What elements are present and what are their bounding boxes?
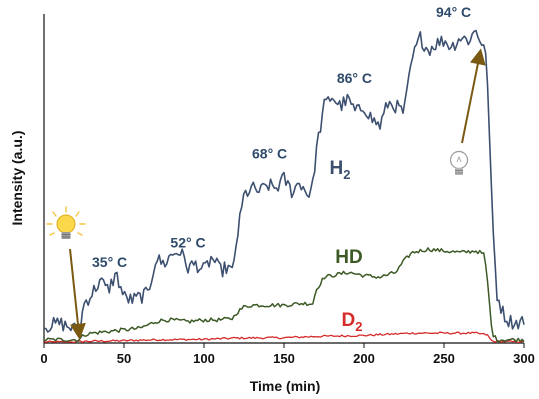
temperature-label: 86° C — [337, 70, 372, 86]
series-label-main: D — [342, 310, 356, 331]
lightbulb-off-icon — [449, 150, 469, 175]
x-tick-label: 0 — [40, 351, 47, 366]
x-tick-label: 250 — [433, 351, 455, 366]
series-line-hd — [43, 247, 525, 343]
x-tick-label: 150 — [273, 351, 295, 366]
temperature-label: 68° C — [252, 145, 287, 161]
plot-area: 0 50 100 150 200 250 300 — [40, 14, 535, 366]
series-label-subscript: 2 — [343, 167, 350, 182]
series-label-hd: HD — [335, 247, 362, 268]
x-tick-label: 300 — [513, 351, 535, 366]
x-axis-title: Time (min) — [250, 378, 321, 394]
series-label-d2: D2 — [342, 310, 363, 334]
y-axis-title: Intensity (a.u.) — [9, 131, 25, 226]
x-tick-label: 100 — [193, 351, 215, 366]
series-label-subscript: 2 — [355, 319, 362, 334]
x-tick-label: 50 — [117, 351, 131, 366]
series-line-h2 — [43, 29, 525, 335]
x-tick-label: 200 — [353, 351, 375, 366]
series-label-main: H — [330, 158, 344, 179]
series-line-d2 — [43, 331, 525, 343]
light-on-arrow — [69, 248, 86, 340]
series-label-main: HD — [335, 247, 362, 268]
temperature-label: 52° C — [170, 234, 205, 250]
light-off-arrow — [461, 48, 486, 144]
series-label-h2: H2 — [330, 158, 351, 182]
temperature-label: 35° C — [92, 254, 127, 270]
temperature-label: 94° C — [436, 4, 471, 20]
lightbulb-on-icon — [46, 206, 86, 239]
